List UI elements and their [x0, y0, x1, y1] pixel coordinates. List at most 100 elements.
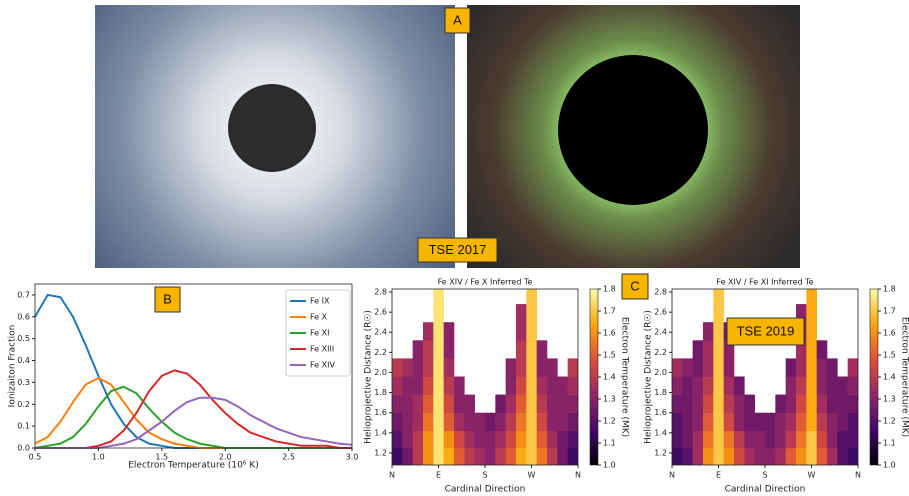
heatmap-cell — [444, 340, 455, 358]
heatmap-cell — [786, 358, 797, 376]
heatmap-cell — [516, 358, 527, 376]
heatmap-cell — [775, 413, 786, 431]
heatmap-cell — [444, 448, 455, 465]
panel-label: A — [453, 12, 462, 27]
heatmap-cell — [547, 448, 558, 465]
legend-label: Fe XI — [310, 329, 329, 338]
heatmap-cell — [423, 358, 434, 376]
x-axis-label: Electron Temperature (10⁶ K) — [128, 461, 259, 471]
legend-label: Fe XIV — [310, 361, 335, 370]
y-tick-label: 2.6 — [654, 308, 667, 317]
heatmap-cell — [454, 431, 465, 448]
heatmap-cell — [413, 395, 424, 413]
heatmap-cell — [703, 395, 714, 413]
heatmap-cell — [827, 448, 838, 465]
y-tick-label: 1.6 — [654, 408, 667, 417]
panel-label: C — [630, 278, 639, 293]
heatmap-cell — [693, 395, 704, 413]
heatmap-cell — [454, 395, 465, 413]
colorbar-tick-label: 1.8 — [883, 285, 896, 294]
y-tick-label: 0.6 — [17, 312, 30, 321]
heatmap-cell — [413, 340, 424, 358]
heatmap-cell — [557, 376, 568, 394]
moon-disk — [558, 55, 708, 205]
y-tick-label: 0.7 — [17, 290, 30, 299]
colorbar-label: Electron Temperature (MK) — [620, 317, 630, 437]
heatmap-cell — [568, 376, 579, 394]
heatmap-cell — [413, 448, 424, 465]
heatmap-cell — [765, 413, 776, 431]
heatmap-cell — [526, 358, 537, 376]
heatmap-cell — [744, 395, 755, 413]
heatmap-cell — [848, 395, 859, 413]
heatmap-cell — [392, 358, 403, 376]
heatmap-cell — [817, 413, 828, 431]
colorbar-tick-label: 1.5 — [883, 351, 896, 360]
heatmap-cell — [848, 358, 859, 376]
heatmap-cell — [475, 413, 486, 431]
heatmap-cell — [433, 322, 444, 340]
heatmap-cell — [516, 376, 527, 394]
colorbar-label: Electron Temperature (MK) — [900, 317, 909, 437]
heatmap-cell — [557, 431, 568, 448]
y-axis-label: Ionizaiton Fraction — [8, 325, 18, 408]
caption: TSE 2017 — [429, 242, 487, 257]
y-tick-label: 2.0 — [654, 368, 667, 377]
heatmap-cell — [837, 448, 848, 465]
heatmap-cell — [806, 448, 817, 465]
heatmap-cell — [672, 431, 683, 448]
heatmap-cell — [516, 413, 527, 431]
heatmap-cell — [775, 431, 786, 448]
heatmap-cell — [423, 395, 434, 413]
heatmap-cell — [568, 395, 579, 413]
heatmap-cell — [806, 395, 817, 413]
colorbar-tick-label: 1.6 — [883, 329, 896, 338]
heatmap-cell — [827, 358, 838, 376]
heatmap-cell — [817, 431, 828, 448]
heatmap-cell — [703, 376, 714, 394]
heatmap-cell — [433, 304, 444, 322]
heatmap-cell — [734, 376, 745, 394]
x-tick-label: N — [575, 471, 581, 480]
x-tick-label: E — [436, 471, 441, 480]
heatmap-cell — [495, 395, 506, 413]
y-tick-label: 2.6 — [374, 308, 387, 317]
heatmap-cell — [682, 395, 693, 413]
heatmap-cell — [433, 448, 444, 465]
heatmap-cell — [734, 413, 745, 431]
heatmap-cell — [423, 448, 434, 465]
x-tick-label: W — [528, 471, 536, 480]
heatmap-cell — [413, 358, 424, 376]
series-line — [35, 387, 352, 448]
heatmap-cell — [444, 358, 455, 376]
x-tick-label: 2.5 — [282, 453, 295, 462]
x-tick-label: 0.5 — [29, 453, 42, 462]
heatmap-cell — [734, 431, 745, 448]
heatmap-cell — [402, 448, 413, 465]
heatmap-cell — [682, 376, 693, 394]
y-tick-label: 1.8 — [654, 388, 667, 397]
x-tick-label: 3.0 — [346, 453, 359, 462]
legend-label: Fe IX — [310, 297, 330, 306]
x-tick-label: S — [762, 471, 767, 480]
heatmap-cells — [392, 286, 578, 465]
x-tick-label: W — [808, 471, 816, 480]
heatmap-cell — [444, 413, 455, 431]
heatmap-cell — [796, 448, 807, 465]
heatmap-cell — [755, 413, 766, 431]
heatmap-cell — [682, 413, 693, 431]
heatmap-cell — [713, 304, 724, 322]
colorbar-tick-label: 1.4 — [603, 373, 616, 382]
heatmap-cell — [713, 376, 724, 394]
heatmap-cell — [568, 448, 579, 465]
heatmap-cell — [827, 376, 838, 394]
heatmap-cell — [786, 376, 797, 394]
heatmap-cell — [433, 431, 444, 448]
heatmap-cell — [537, 448, 548, 465]
y-tick-label: 2.0 — [374, 368, 387, 377]
heatmap-cell — [693, 413, 704, 431]
heatmap-cell — [402, 413, 413, 431]
heatmap-cell — [413, 413, 424, 431]
colorbar-tick-label: 1.2 — [603, 417, 616, 426]
